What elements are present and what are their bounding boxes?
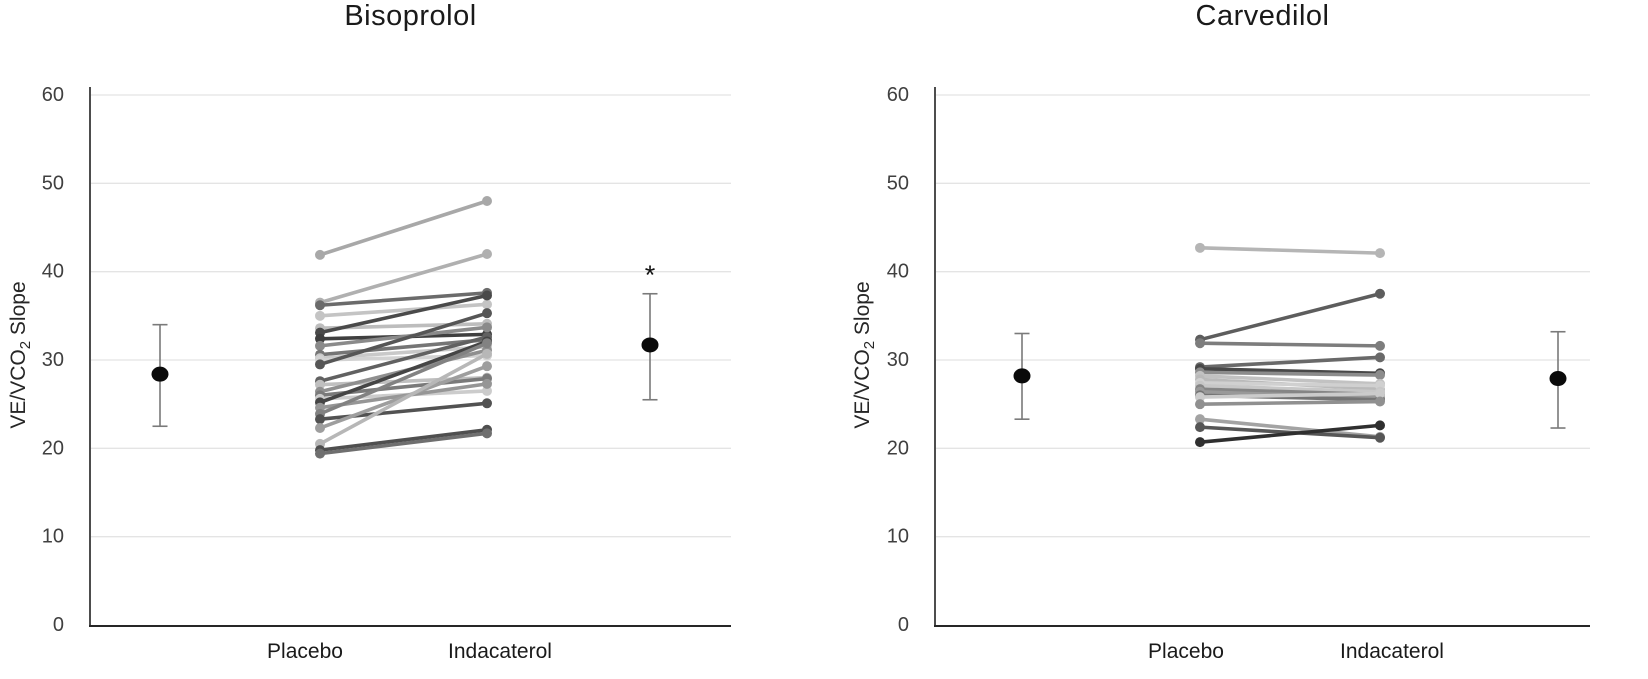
patient-line: [318, 311, 489, 367]
y-tick-label: 0: [898, 614, 909, 636]
patient-line: [1198, 423, 1382, 444]
patient-line: [318, 339, 489, 405]
patient-dot-indacaterol: [482, 398, 492, 409]
y-tick-label: 60: [42, 84, 64, 106]
patient-dot-placebo: [1195, 437, 1205, 448]
patient-dot-placebo: [315, 333, 325, 344]
carvedilol-plot: 0 10 20 30 40 50 60 VE/VCO2 Slope Placebo Indacat…: [851, 84, 1590, 663]
patient-dot-indacaterol: [1375, 420, 1385, 431]
patient-line: [1198, 381, 1382, 388]
y-tick-label: 50: [42, 172, 64, 194]
patient-line: [318, 341, 489, 416]
patient-line: [318, 302, 489, 318]
patient-dot-placebo: [315, 423, 325, 434]
patient-line: [318, 252, 489, 305]
mean-dot: [151, 366, 169, 382]
x-category-label: Placebo: [1148, 640, 1224, 663]
patient-dot-placebo: [315, 340, 325, 351]
x-category-label: Placebo: [267, 640, 343, 663]
patient-line: [318, 431, 489, 456]
patient-dot-indacaterol: [482, 196, 492, 207]
patient-line: [318, 199, 489, 257]
y-tick-label: 0: [53, 614, 64, 636]
patient-dot-indacaterol: [482, 338, 492, 349]
patient-line: [318, 427, 489, 452]
patient-line: [318, 337, 489, 357]
patient-line: [1198, 391, 1382, 399]
patient-dot-placebo: [1195, 414, 1205, 425]
patient-line: [1198, 355, 1382, 369]
patient-dot-placebo: [315, 310, 325, 321]
patient-dot-indacaterol: [1375, 388, 1385, 399]
y-tick-label: 10: [887, 526, 909, 548]
patient-dot-indacaterol: [482, 385, 492, 396]
x-category-label: Indacaterol: [1340, 640, 1444, 663]
patient-dot-indacaterol: [1375, 396, 1385, 407]
patient-line: [318, 291, 489, 308]
y-tick-label: 40: [42, 261, 64, 283]
patient-dot-indacaterol: [482, 290, 492, 301]
mean-dot: [641, 337, 659, 353]
y-axis-title: VE/VCO2 Slope: [7, 281, 34, 428]
patient-dot-indacaterol: [482, 249, 492, 260]
patient-dot-placebo: [1195, 338, 1205, 349]
y-tick-label: 30: [42, 349, 64, 371]
y-tick-label: 40: [887, 261, 909, 283]
significance-star: *: [645, 260, 656, 290]
patient-dot-placebo: [315, 300, 325, 311]
patient-line: [1198, 341, 1382, 348]
bisoprolol-plot: 0 10 20 30 40 50 60 VE/VCO2 Slope * Placebo Indaca…: [7, 84, 731, 663]
patient-dot-indacaterol: [1375, 352, 1385, 363]
patient-dot-placebo: [1195, 392, 1205, 403]
patient-dot-indacaterol: [1375, 340, 1385, 351]
patient-line: [1198, 246, 1382, 255]
mean-dot: [1013, 368, 1031, 384]
panel-carvedilol: Carvedilol 0 10 20 30 40 50 60 VE/VCO2 Slope Pla…: [824, 0, 1648, 679]
patient-line: [1198, 383, 1382, 394]
patient-dot-placebo: [315, 448, 325, 459]
patient-line: [1198, 367, 1382, 376]
patient-dot-placebo: [1195, 242, 1205, 253]
patient-dot-indacaterol: [1375, 248, 1385, 259]
y-tick-label: 50: [887, 172, 909, 194]
panel-title-carvedilol: Carvedilol: [1195, 0, 1330, 32]
y-tick-label: 60: [887, 84, 909, 106]
patient-line: [1198, 417, 1382, 439]
patient-dot-placebo: [1195, 399, 1205, 410]
patient-dot-indacaterol: [1375, 288, 1385, 299]
patient-line: [1198, 374, 1382, 386]
patient-line: [1198, 399, 1382, 406]
patient-dot-indacaterol: [482, 299, 492, 310]
y-axis-title: VE/VCO2 Slope: [851, 281, 878, 428]
patient-dot-indacaterol: [482, 428, 492, 439]
patient-line: [318, 293, 489, 335]
patient-dot-placebo: [315, 249, 325, 260]
patient-dot-indacaterol: [1375, 432, 1385, 443]
patient-dot-indacaterol: [1375, 370, 1385, 381]
patient-dot-indacaterol: [482, 348, 492, 359]
patient-line: [318, 325, 489, 348]
patient-line: [1198, 291, 1382, 342]
patient-dot-indacaterol: [482, 361, 492, 372]
y-tick-label: 20: [42, 437, 64, 459]
patient-line: [1198, 370, 1382, 377]
patient-dot-placebo: [315, 359, 325, 370]
panel-bisoprolol: Bisoprolol 0 10 20 30 40 50 60 VE/VCO2 Slope * Pl…: [7, 0, 731, 663]
y-tick-label: 10: [42, 526, 64, 548]
panel-title-bisoprolol: Bisoprolol: [344, 0, 477, 32]
patient-dot-indacaterol: [482, 308, 492, 319]
y-tick-label: 20: [887, 437, 909, 459]
patient-line: [318, 352, 489, 446]
y-tick-label: 30: [887, 349, 909, 371]
patient-dot-placebo: [315, 379, 325, 390]
patient-dot-indacaterol: [482, 322, 492, 333]
mean-dot: [1549, 371, 1567, 387]
patient-dot-placebo: [315, 414, 325, 425]
x-category-label: Indacaterol: [448, 640, 552, 663]
patient-dot-indacaterol: [482, 378, 492, 389]
patient-line: [318, 335, 489, 384]
patient-dot-placebo: [1195, 422, 1205, 433]
